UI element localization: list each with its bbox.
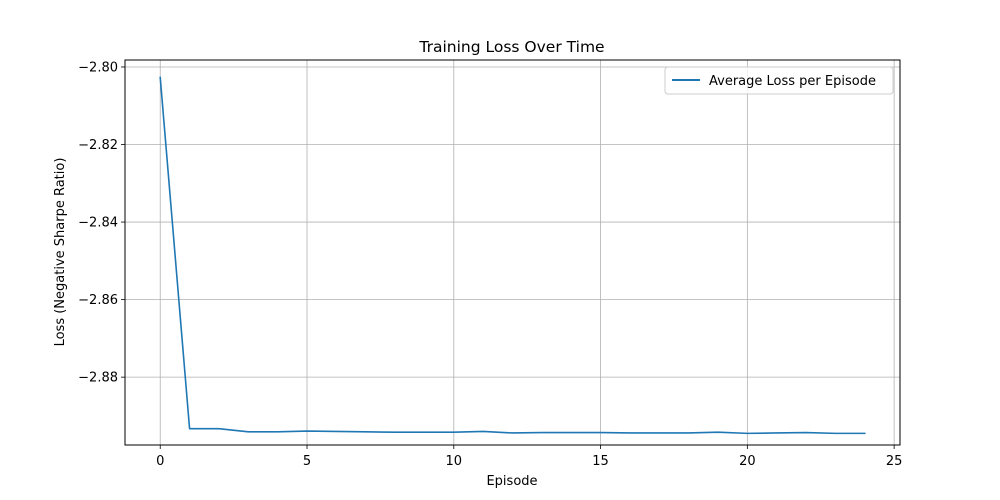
y-tick-label: −2.80: [78, 60, 118, 75]
x-tick-label: 10: [446, 454, 463, 469]
x-tick-label: 0: [156, 454, 164, 469]
legend-box: [664, 66, 894, 95]
y-axis: −2.80 −2.82 −2.84 −2.86 −2.88: [78, 60, 125, 386]
x-tick-label: 20: [739, 454, 756, 469]
x-tick-label: 25: [886, 454, 903, 469]
y-tick-label: −2.82: [78, 138, 118, 153]
x-axis: 0 5 10 15 20 25: [156, 445, 902, 469]
chart-title: Training Loss Over Time: [418, 38, 604, 56]
grid-lines: [125, 60, 900, 445]
y-tick-label: −2.88: [78, 371, 118, 386]
plot-frame: [124, 59, 901, 446]
y-tick-label: −2.84: [78, 216, 118, 231]
x-tick-label: 5: [303, 454, 311, 469]
series-line: [159, 76, 866, 435]
y-axis-label: Loss (Negative Sharpe Ratio): [53, 158, 68, 347]
y-tick-label: −2.86: [78, 293, 118, 308]
x-axis-label: Episode: [486, 474, 537, 489]
legend-label: Average Loss per Episode: [709, 74, 876, 89]
x-tick-label: 15: [592, 454, 609, 469]
legend: Average Loss per Episode: [664, 66, 894, 95]
series-layer: [159, 76, 866, 435]
